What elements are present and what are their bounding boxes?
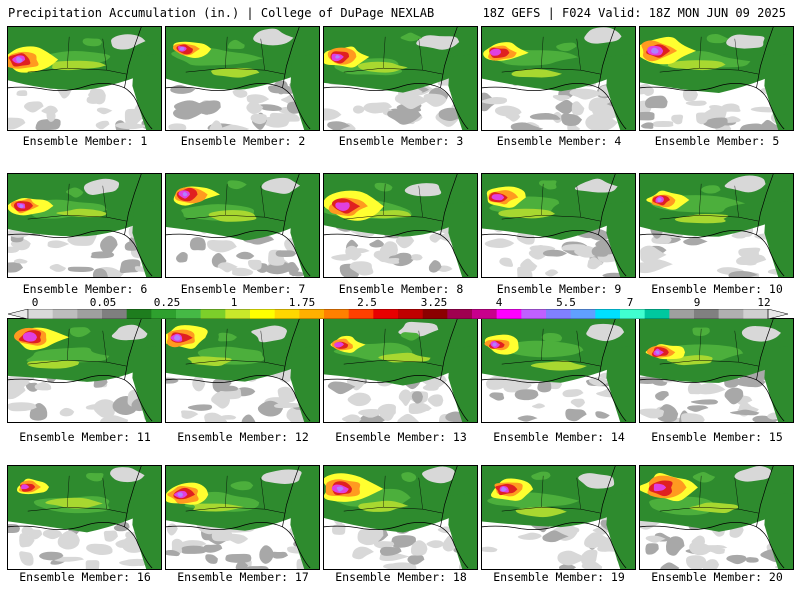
colorbar-tick-label: 1.75 — [288, 296, 316, 309]
colorbar-tick-label: 7 — [626, 296, 634, 309]
ensemble-member-label: Ensemble Member: 15 — [651, 430, 783, 444]
ensemble-map-13 — [323, 318, 478, 423]
colorbar-segment — [250, 309, 275, 319]
ensemble-map-7 — [165, 173, 320, 278]
colorbar-segment — [176, 309, 201, 319]
ensemble-map-4 — [481, 26, 636, 131]
ensemble-member-label: Ensemble Member: 5 — [654, 134, 780, 148]
ensemble-member-label: Ensemble Member: 3 — [338, 134, 464, 148]
ensemble-map-15 — [639, 318, 794, 423]
colorbar-tick-label: 5.5 — [556, 296, 576, 309]
colorbar-segment — [398, 309, 423, 319]
colorbar-segment — [373, 309, 399, 319]
colorbar-tick-label: 4 — [495, 296, 503, 309]
colorbar-segment — [743, 309, 769, 319]
run-info: 18Z GEFS | F024 Valid: 18Z MON JUN 09 20… — [482, 6, 786, 20]
colorbar-segment — [324, 309, 349, 319]
colorbar-tick-label: 2.5 — [357, 296, 377, 309]
ensemble-member-label: Ensemble Member: 16 — [19, 570, 151, 584]
colorbar-segment — [200, 309, 226, 319]
ensemble-member-label: Ensemble Member: 6 — [22, 282, 148, 296]
colorbar-segment — [472, 309, 497, 319]
ensemble-map-6 — [7, 173, 162, 278]
ensemble-member-label: Ensemble Member: 17 — [177, 570, 309, 584]
ensemble-member-label: Ensemble Member: 10 — [651, 282, 783, 296]
colorbar-segment — [225, 309, 251, 319]
precip-colorbar — [8, 309, 788, 319]
colorbar-segment — [620, 309, 645, 319]
ensemble-member-label: Ensemble Member: 11 — [19, 430, 151, 444]
colorbar-tick-label: 1 — [230, 296, 238, 309]
ensemble-member-label: Ensemble Member: 20 — [651, 570, 783, 584]
ensemble-member-label: Ensemble Member: 18 — [335, 570, 467, 584]
colorbar-segment — [422, 309, 448, 319]
colorbar-segment — [447, 309, 473, 319]
colorbar-segment — [694, 309, 719, 319]
ensemble-member-label: Ensemble Member: 13 — [335, 430, 467, 444]
ensemble-map-17 — [165, 465, 320, 570]
colorbar-segment — [299, 309, 325, 319]
colorbar-tick-label: 0.05 — [89, 296, 117, 309]
ensemble-map-8 — [323, 173, 478, 278]
colorbar-tick-label: 12 — [757, 296, 771, 309]
colorbar-segment — [348, 309, 374, 319]
ensemble-member-label: Ensemble Member: 8 — [338, 282, 464, 296]
ensemble-member-label: Ensemble Member: 7 — [180, 282, 306, 296]
ensemble-map-18 — [323, 465, 478, 570]
colorbar-segment — [718, 309, 744, 319]
colorbar-tick-label: 0.25 — [153, 296, 181, 309]
ensemble-map-11 — [7, 318, 162, 423]
colorbar-segment — [546, 309, 571, 319]
ensemble-member-label: Ensemble Member: 1 — [22, 134, 148, 148]
colorbar-segment — [151, 309, 177, 319]
chart-title: Precipitation Accumulation (in.) | Colle… — [8, 6, 435, 20]
colorbar-tick-label: 3.25 — [420, 296, 448, 309]
ensemble-map-20 — [639, 465, 794, 570]
ensemble-member-label: Ensemble Member: 2 — [180, 134, 306, 148]
colorbar-segment — [570, 309, 596, 319]
colorbar-segment — [496, 309, 522, 319]
ensemble-map-12 — [165, 318, 320, 423]
colorbar-segment — [28, 309, 53, 319]
ensemble-member-label: Ensemble Member: 14 — [493, 430, 625, 444]
ensemble-map-19 — [481, 465, 636, 570]
ensemble-map-1 — [7, 26, 162, 131]
ensemble-member-label: Ensemble Member: 19 — [493, 570, 625, 584]
colorbar-segment — [274, 309, 300, 319]
ensemble-map-2 — [165, 26, 320, 131]
ensemble-map-10 — [639, 173, 794, 278]
ensemble-map-5 — [639, 26, 794, 131]
ensemble-member-label: Ensemble Member: 4 — [496, 134, 622, 148]
colorbar-tick-label: 9 — [693, 296, 701, 309]
ensemble-map-9 — [481, 173, 636, 278]
colorbar-segment — [102, 309, 127, 319]
ensemble-member-label: Ensemble Member: 12 — [177, 430, 309, 444]
colorbar-segment — [52, 309, 78, 319]
colorbar-segment — [669, 309, 695, 319]
colorbar-segment — [644, 309, 670, 319]
colorbar-segment — [595, 309, 621, 319]
colorbar-segment — [521, 309, 547, 319]
ensemble-map-14 — [481, 318, 636, 423]
colorbar-tick-label: 0 — [31, 296, 39, 309]
ensemble-map-16 — [7, 465, 162, 570]
colorbar-segment — [77, 309, 103, 319]
ensemble-map-3 — [323, 26, 478, 131]
colorbar-segment — [126, 309, 152, 319]
ensemble-member-label: Ensemble Member: 9 — [496, 282, 622, 296]
